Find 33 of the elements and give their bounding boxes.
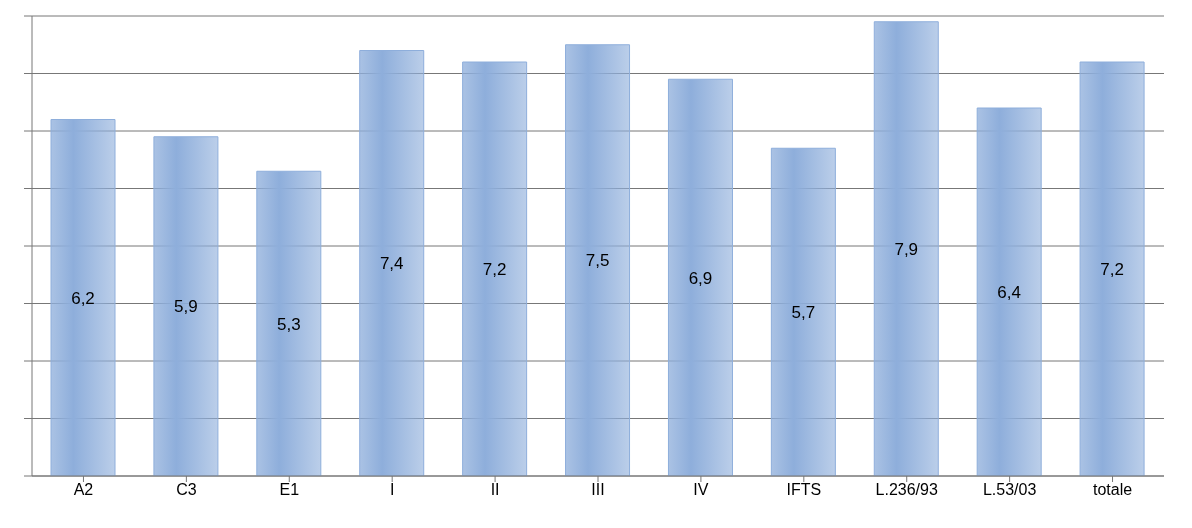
x-tick-label: I bbox=[389, 481, 395, 499]
x-tick-label: IFTS bbox=[786, 481, 822, 499]
x-tick-label: C3 bbox=[176, 481, 197, 499]
bar bbox=[462, 61, 528, 476]
data-label: 7,2 bbox=[1100, 260, 1124, 280]
data-label: 5,9 bbox=[174, 297, 198, 317]
x-tick-label: L.53/03 bbox=[982, 481, 1037, 499]
data-label: 6,9 bbox=[688, 268, 713, 288]
x-tick-label: E1 bbox=[279, 481, 300, 499]
x-tick-label: totale bbox=[1092, 481, 1133, 499]
bar bbox=[153, 136, 219, 476]
data-label: 5,7 bbox=[791, 303, 816, 323]
x-tick-label: L.236/93 bbox=[875, 481, 938, 499]
data-label: 7,9 bbox=[894, 239, 919, 259]
x-tick-label: A2 bbox=[73, 481, 94, 499]
x-tick-label: III bbox=[591, 481, 605, 499]
bar bbox=[50, 119, 116, 476]
bar bbox=[1079, 61, 1145, 476]
bar bbox=[256, 170, 322, 476]
x-tick-label: II bbox=[490, 481, 500, 499]
bar bbox=[667, 78, 733, 476]
bar bbox=[873, 21, 939, 476]
data-label: 7,5 bbox=[585, 251, 610, 271]
bar bbox=[565, 44, 631, 476]
bar bbox=[976, 107, 1042, 476]
data-label: 7,4 bbox=[379, 254, 404, 274]
x-tick-label: IV bbox=[693, 481, 709, 499]
data-label: 7,2 bbox=[482, 260, 507, 280]
bar bbox=[359, 50, 425, 476]
bar bbox=[770, 147, 836, 476]
data-label: 6,4 bbox=[997, 283, 1021, 303]
data-label: 5,3 bbox=[277, 314, 301, 334]
data-label: 6,2 bbox=[71, 288, 95, 308]
